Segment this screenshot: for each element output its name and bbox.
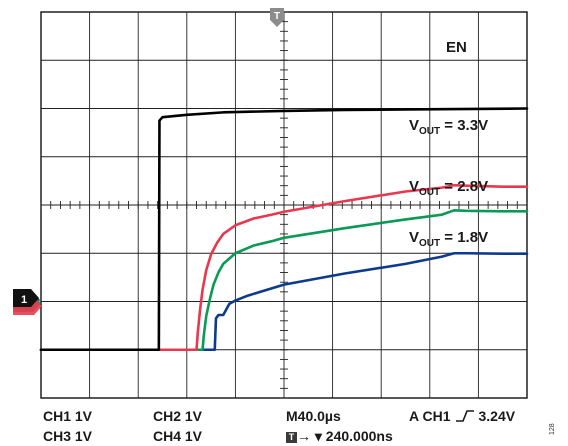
trace-v-out-2-8v xyxy=(39,209,529,352)
ch3-scale-readout: CH3 1V xyxy=(43,428,93,444)
graticule xyxy=(40,11,528,399)
trace-v-out-1-8v xyxy=(39,251,529,352)
trace-en xyxy=(39,107,529,352)
trigger-level: 3.24V xyxy=(478,408,516,424)
channel-1-ground-marker: 1 xyxy=(13,289,42,315)
trigger-position-marker: T xyxy=(270,8,284,27)
trigger-marker-icon: T xyxy=(286,432,297,443)
timebase-readout: M40.0µs xyxy=(286,408,341,424)
rising-edge-icon xyxy=(455,410,474,422)
trigger-source: A CH1 xyxy=(409,408,451,424)
figure-id: 128 xyxy=(549,423,556,435)
ch4-scale-readout: CH4 1V xyxy=(153,428,203,444)
vout-2v8-label: VOUT = 2.8V xyxy=(409,178,488,198)
trigger-settings-readout: A CH1 3.24V xyxy=(409,408,515,424)
trigger-delay-readout: T → ▾ 240.000ns xyxy=(286,428,393,445)
vout-1v8-label: VOUT = 1.8V xyxy=(409,229,488,249)
ch2-scale-readout: CH2 1V xyxy=(153,408,203,424)
trace-v-out-3-3v xyxy=(39,183,529,352)
vout-3v3-label: VOUT = 3.3V xyxy=(409,117,488,137)
ch1-scale-readout: CH1 1V xyxy=(43,408,93,424)
traces xyxy=(39,107,529,352)
channel-1-marker-label: 1 xyxy=(21,294,27,306)
oscilloscope-capture: T 1 EN VOUT = 3.3V VOUT = 2.8V VOUT = 1.… xyxy=(13,8,529,399)
trigger-delay-value: → ▾ 240.000ns xyxy=(297,428,393,444)
en-trace-label: EN xyxy=(446,39,467,56)
trigger-marker-glyph: T xyxy=(274,11,280,22)
